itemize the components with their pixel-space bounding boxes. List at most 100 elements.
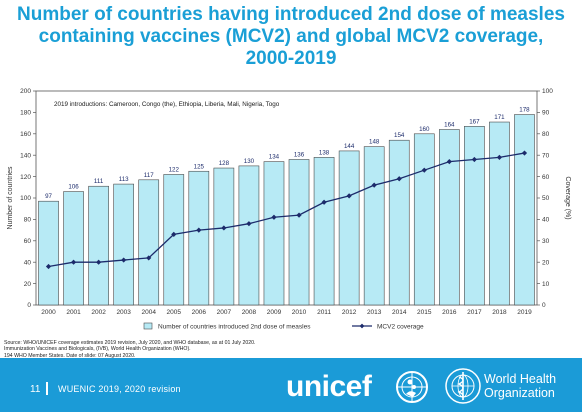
title-line-1: Number of countries having introduced 2n… [17,4,565,25]
bar [338,150,360,306]
bar-value-label: 113 [119,176,129,183]
left-axis-tick-label: 140 [20,152,31,159]
x-tick-label: 2002 [91,309,106,316]
footer-separator [46,382,48,395]
x-tick-label: 2003 [116,309,131,316]
slide-number: 11 [30,384,41,395]
left-axis-tick-label: 160 [20,131,31,138]
chart-title: Number of countries having introduced 2n… [0,4,582,70]
coverage-point [296,212,302,218]
legend-label-bars: Number of countries introduced 2nd dose … [158,324,311,331]
coverage-point [171,231,177,237]
bar [439,129,460,306]
x-tick-label: 2011 [317,309,331,316]
coverage-line [48,152,525,268]
plot-frame [35,90,538,306]
right-axis-tick-label: 50 [542,195,550,202]
left-axis-tick-label: 40 [24,259,32,266]
right-axis-tick-label: 20 [542,259,550,266]
unicef-emblem-icon [396,371,428,403]
bar [288,159,310,306]
x-tick-label: 2017 [467,309,482,316]
bar-value-label: 136 [294,151,305,158]
x-tick-label: 2005 [167,309,182,316]
unicef-wordmark: unicef [286,370,372,403]
right-axis-tick-label: 90 [542,110,550,117]
right-axis-tick-label: 80 [542,131,550,138]
source-note: Source: WHO/UNICEF coverage estimates 20… [4,340,564,359]
x-tick-label: 2004 [141,309,156,316]
x-tick-label: 2008 [242,309,257,316]
bar-value-label: 164 [444,122,455,129]
bar [388,139,410,306]
bar-value-label: 148 [369,139,380,146]
bar [238,165,260,306]
bar-value-label: 160 [419,126,430,133]
right-axis-tick-label: 10 [542,281,550,288]
coverage-point [346,193,352,199]
who-wordmark: World Health Organization [484,372,556,400]
x-tick-label: 2007 [217,309,232,316]
right-axis-tick-label: 30 [542,238,550,245]
coverage-point [246,221,252,227]
bar [138,179,160,306]
legend-swatch-bars [143,322,153,330]
left-axis-tick-label: 20 [24,281,32,288]
title-line-3: 2000-2019 [245,48,337,69]
bar-value-label: 144 [344,143,355,150]
bar-value-label: 97 [45,193,52,200]
coverage-point [446,159,452,165]
coverage-point [371,182,377,188]
bar-value-label: 134 [269,154,280,161]
right-axis-title: Coverage (%) [564,176,571,219]
x-tick-label: 2016 [442,309,457,316]
coverage-point [121,257,127,263]
bar [213,167,235,306]
legend-marker-coverage [359,323,365,329]
legend-label-coverage: MCV2 coverage [377,324,424,331]
bar [113,183,134,306]
x-tick-label: 2000 [41,309,56,316]
x-tick-label: 2015 [417,309,432,316]
bar-value-label: 130 [244,158,255,165]
x-tick-label: 2018 [492,309,507,316]
bar [263,161,285,306]
bar [188,170,210,306]
left-axis-tick-label: 120 [20,174,31,181]
bar [313,157,335,306]
bar-value-label: 106 [68,184,79,191]
source-line-1: Source: WHO/UNICEF coverage estimates 20… [4,340,256,346]
combo-chart: 0204060801001201401601802000102030405060… [7,88,571,331]
right-axis-tick-label: 70 [542,152,550,159]
bar-value-label: 167 [469,118,480,125]
right-axis-tick-label: 100 [542,88,553,95]
left-axis-tick-label: 180 [20,110,31,117]
bar [489,121,510,306]
source-line-3: 194 WHO Member States. Date of slide: 07… [4,352,136,359]
coverage-point [396,176,402,182]
bar-value-label: 171 [494,114,505,121]
source-line-2: Immunization Vaccines and Biologicals, (… [4,346,191,353]
bar [63,191,84,306]
bar [163,174,185,306]
bar [363,146,385,306]
coverage-point [521,150,528,156]
bar-value-label: 122 [169,166,180,173]
x-tick-label: 2006 [192,309,207,316]
who-wordmark-line-2: Organization [484,386,555,400]
who-emblem-icon [445,368,481,404]
bar-value-label: 178 [519,107,530,114]
coverage-point [221,225,227,231]
who-wordmark-line-1: World Health [484,372,557,386]
x-tick-label: 2009 [267,309,282,316]
bar-value-label: 138 [319,149,330,156]
bar-value-label: 128 [219,160,230,167]
footer-bar: 11 WUENIC 2019, 2020 revision unicef Wor… [0,358,582,412]
bar [413,133,435,306]
left-axis-tick-label: 0 [27,302,31,309]
left-axis-tick-label: 60 [24,238,32,245]
footer-event-label: WUENIC 2019, 2020 revision [58,384,181,394]
left-axis-tick-label: 80 [24,217,32,224]
coverage-point [471,156,477,163]
bar-value-label: 154 [394,132,405,139]
